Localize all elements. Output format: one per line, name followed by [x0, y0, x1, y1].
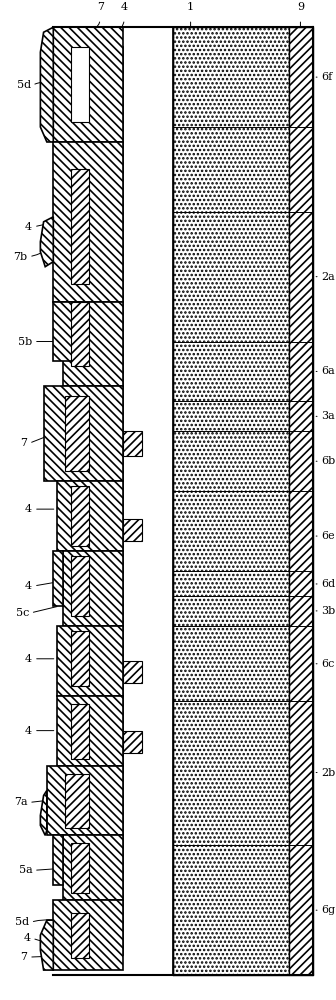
Text: 4: 4	[25, 581, 32, 591]
Text: 7b: 7b	[13, 252, 28, 262]
Text: 2a: 2a	[322, 272, 335, 282]
Bar	[71, 631, 89, 686]
Text: 4: 4	[121, 2, 128, 12]
Bar	[123, 731, 142, 753]
Text: 6b: 6b	[322, 456, 336, 466]
Bar	[71, 486, 89, 546]
Text: 4: 4	[25, 726, 32, 736]
Text: 7: 7	[20, 438, 28, 448]
Bar	[53, 551, 63, 606]
Bar	[53, 835, 63, 885]
Bar	[53, 302, 81, 361]
Text: 6d: 6d	[322, 579, 336, 589]
Text: 7: 7	[97, 2, 103, 12]
Bar	[71, 302, 89, 366]
Bar	[63, 302, 123, 386]
Bar	[123, 661, 142, 683]
Text: 4: 4	[25, 222, 32, 232]
Text: 9: 9	[297, 2, 304, 12]
Text: 6e: 6e	[322, 531, 335, 541]
Text: 6a: 6a	[322, 366, 335, 376]
Bar	[89, 47, 123, 955]
Bar	[53, 142, 123, 302]
Text: 5d: 5d	[15, 917, 29, 927]
Text: 4: 4	[24, 933, 31, 943]
Polygon shape	[40, 790, 47, 835]
Bar	[63, 551, 123, 626]
Polygon shape	[40, 217, 53, 267]
Text: 6f: 6f	[322, 72, 333, 82]
Bar	[71, 47, 89, 122]
Bar	[289, 27, 313, 975]
Polygon shape	[40, 27, 53, 142]
Bar	[47, 766, 123, 835]
Text: 7a: 7a	[14, 797, 28, 807]
Bar	[44, 386, 123, 481]
Text: 5d: 5d	[16, 80, 31, 90]
Bar	[71, 556, 89, 616]
Text: 3a: 3a	[322, 411, 335, 421]
Bar	[123, 431, 142, 456]
Bar	[71, 913, 89, 958]
Bar	[56, 696, 123, 766]
Text: 3b: 3b	[322, 606, 336, 616]
Text: 5c: 5c	[16, 608, 29, 618]
Bar	[65, 396, 89, 471]
Bar	[56, 626, 123, 696]
Text: 6c: 6c	[322, 659, 335, 669]
Bar	[123, 519, 142, 541]
Bar	[71, 843, 89, 893]
Polygon shape	[40, 920, 53, 970]
Text: 2b: 2b	[322, 768, 336, 778]
Bar	[71, 169, 89, 284]
Bar	[65, 774, 89, 828]
Bar	[53, 27, 123, 142]
Bar	[56, 481, 123, 551]
Text: 4: 4	[25, 504, 32, 514]
Bar	[63, 835, 123, 900]
Bar	[71, 704, 89, 759]
Text: 7: 7	[20, 952, 28, 962]
Bar	[173, 27, 313, 975]
Text: 5a: 5a	[18, 865, 32, 875]
Bar	[53, 900, 123, 970]
Text: 5b: 5b	[18, 337, 32, 347]
Text: 6g: 6g	[322, 905, 336, 915]
Text: 1: 1	[187, 2, 194, 12]
Text: 4: 4	[25, 654, 32, 664]
Bar	[173, 27, 289, 975]
